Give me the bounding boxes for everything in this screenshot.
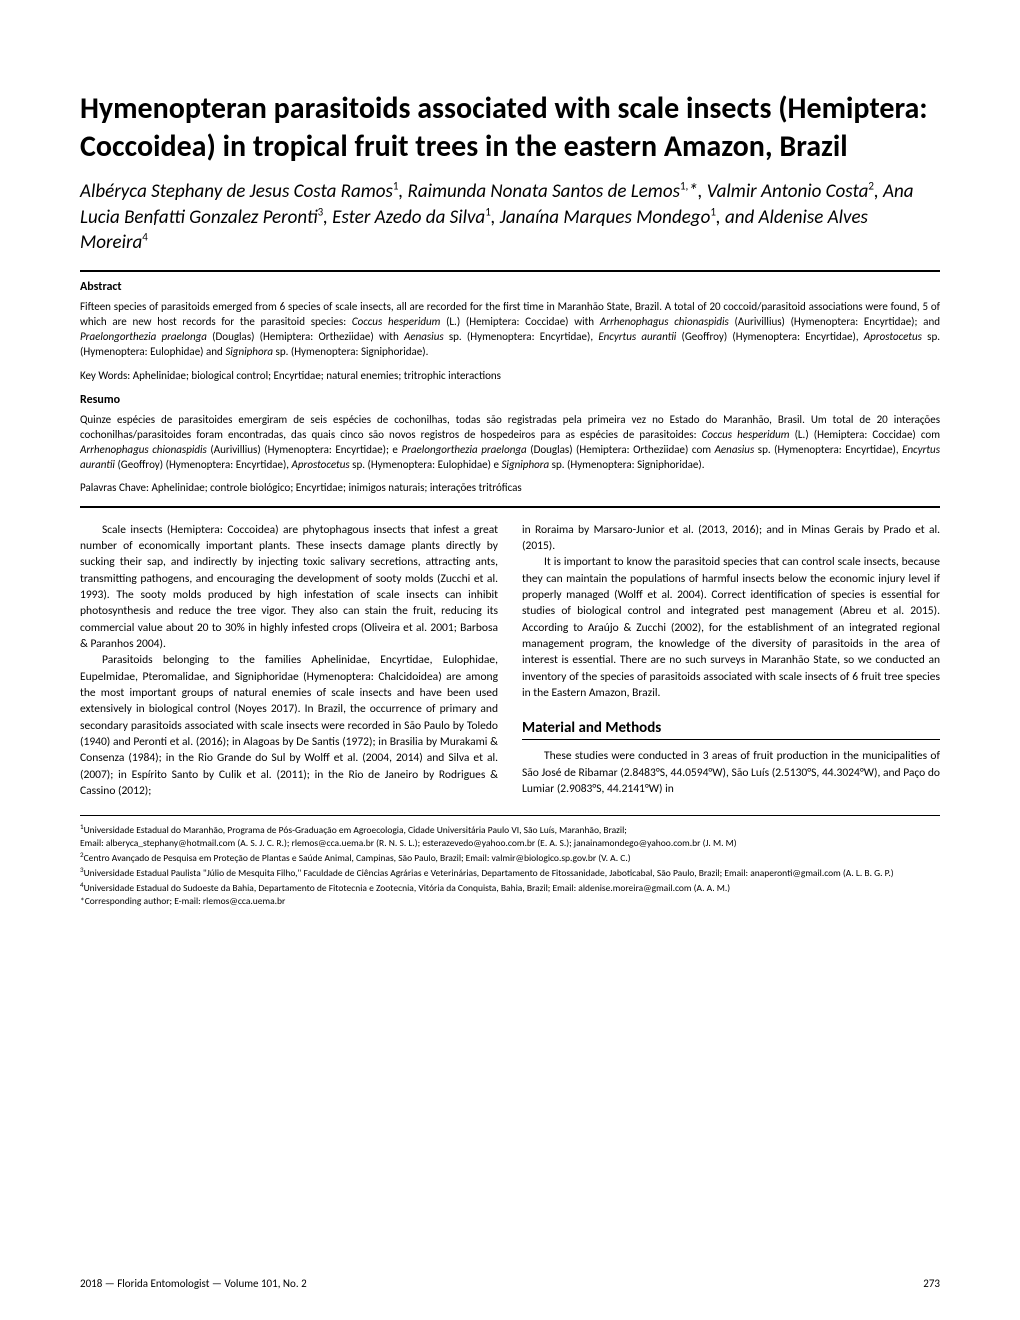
footer-journal-info: 2018 — Florida Entomologist — Volume 101… [80,1277,307,1290]
material-methods-heading: Material and Methods [522,719,940,740]
body-paragraph: in Roraima by Marsaro-Junior et al. (201… [522,522,940,555]
palavras-label: Palavras Chave: [80,481,151,494]
body-paragraph: Parasitoids belonging to the families Ap… [80,652,498,799]
resumo-heading: Resumo [80,393,940,407]
affiliation-line: *Corresponding author; E-mail: rlemos@cc… [80,895,940,908]
footer-page-number: 273 [923,1277,940,1290]
affiliations-rule [80,815,940,816]
keywords: Key Words: Aphelinidae; biological contr… [80,368,940,383]
keywords-text: Aphelinidae; biological control; Encyrti… [133,369,501,382]
affiliation-line: 4Universidade Estadual do Sudoeste da Ba… [80,880,940,895]
body-paragraph: Scale insects (Hemiptera: Coccoidea) are… [80,522,498,653]
keywords-label: Key Words: [80,369,133,382]
palavras-text: Aphelinidae; controle biológico; Encyrti… [151,481,521,494]
body-paragraph: These studies were conducted in 3 areas … [522,748,940,797]
body-columns: Scale insects (Hemiptera: Coccoidea) are… [80,522,940,800]
affiliation-line: 3Universidade Estadual Paulista "Júlio d… [80,865,940,880]
abstract-text: Fifteen species of parasitoids emerged f… [80,299,940,360]
right-column: in Roraima by Marsaro-Junior et al. (201… [522,522,940,800]
affiliation-line: Email: alberyca_stephany@hotmail.com (A.… [80,837,940,850]
authors-list: Albéryca Stephany de Jesus Costa Ramos1,… [80,179,940,256]
page-footer: 2018 — Florida Entomologist — Volume 101… [80,1277,940,1290]
affiliation-line: 2Centro Avançado de Pesquisa em Proteção… [80,850,940,865]
abstract-heading: Abstract [80,280,940,294]
left-column: Scale insects (Hemiptera: Coccoidea) are… [80,522,498,800]
abstract-end-divider [80,506,940,508]
body-paragraph: It is important to know the parasitoid s… [522,554,940,701]
affiliations: 1Universidade Estadual do Maranhão, Prog… [80,822,940,908]
title-divider [80,270,940,272]
palavras-chave: Palavras Chave: Aphelinidae; controle bi… [80,480,940,495]
resumo-text: Quinze espécies de parasitoides emergira… [80,412,940,473]
article-title: Hymenopteran parasitoids associated with… [80,90,940,165]
affiliation-line: 1Universidade Estadual do Maranhão, Prog… [80,822,940,837]
